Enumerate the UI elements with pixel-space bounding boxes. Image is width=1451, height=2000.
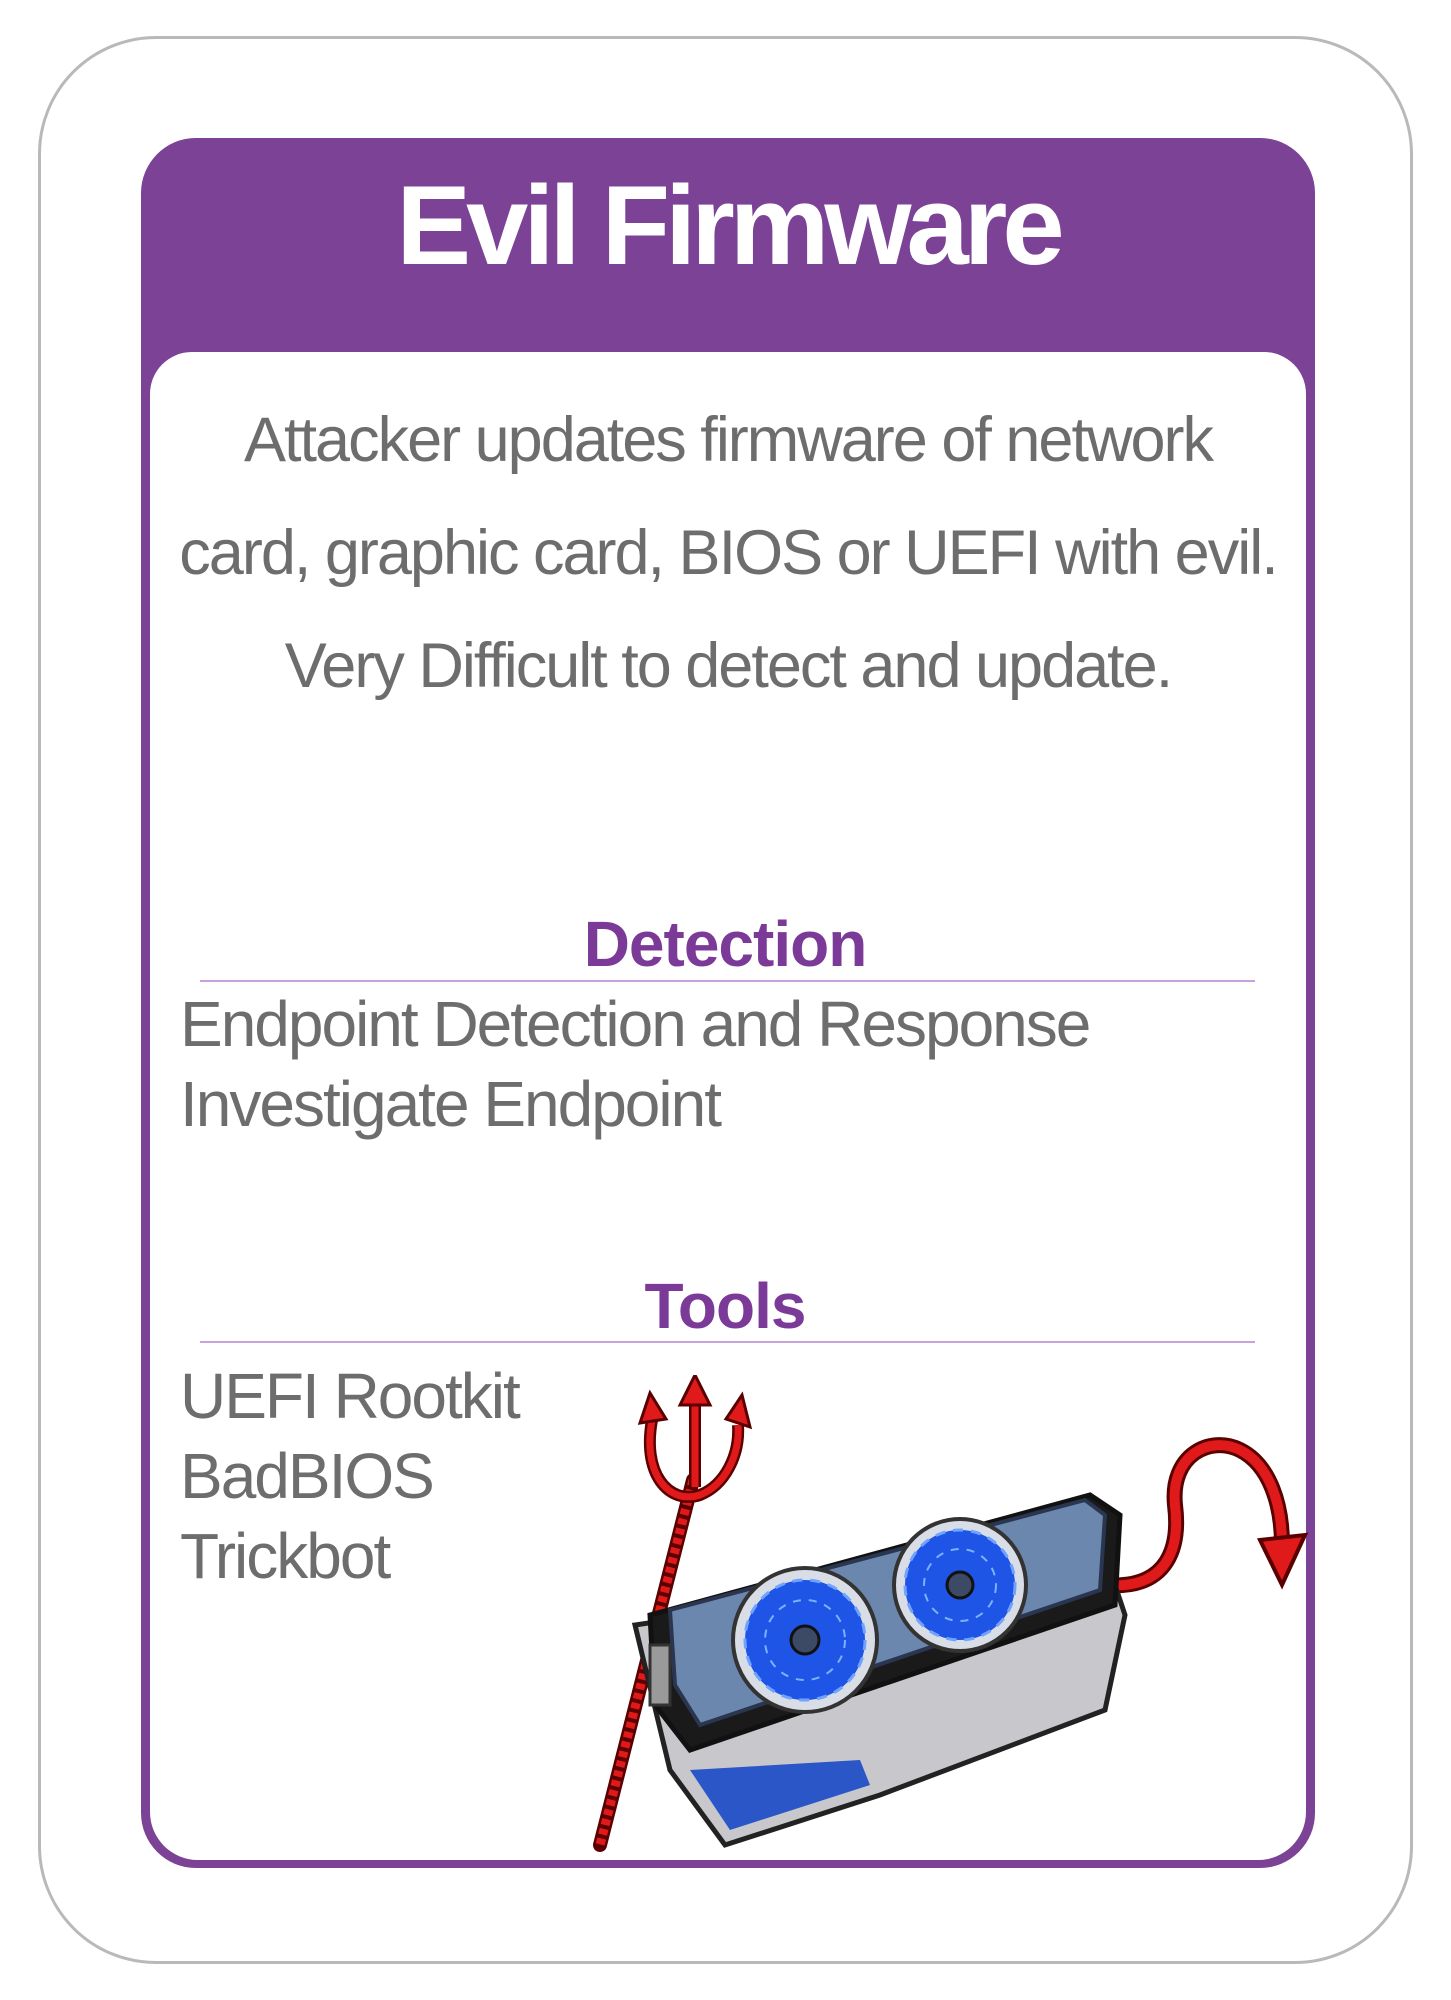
tools-item: Trickbot [180, 1520, 391, 1592]
fan-icon [892, 1517, 1028, 1653]
fan-icon [731, 1566, 879, 1714]
evil-graphics-card-illustration [593, 1375, 1309, 1852]
tools-heading: Tools [644, 1270, 807, 1342]
tools-item: UEFI Rootkit [180, 1360, 521, 1432]
card-title: Evil Firmware [396, 163, 1064, 288]
detection-heading: Detection [583, 908, 868, 980]
tools-item: BadBIOS [180, 1440, 435, 1512]
description-line: Attacker updates firmware of network [244, 405, 1214, 475]
card-description: Attacker updates firmware of network car… [170, 384, 1286, 723]
detection-divider [200, 980, 1255, 982]
detection-item: Endpoint Detection and Response [180, 988, 1091, 1060]
description-line: card, graphic card, BIOS or UEFI with ev… [179, 518, 1278, 588]
tools-divider [200, 1341, 1255, 1343]
devil-tail-icon [1097, 1437, 1309, 1594]
graphics-card-icon [631, 1492, 1128, 1848]
detection-item: Investigate Endpoint [180, 1068, 722, 1140]
description-line: Very Difficult to detect and update. [284, 631, 1173, 701]
